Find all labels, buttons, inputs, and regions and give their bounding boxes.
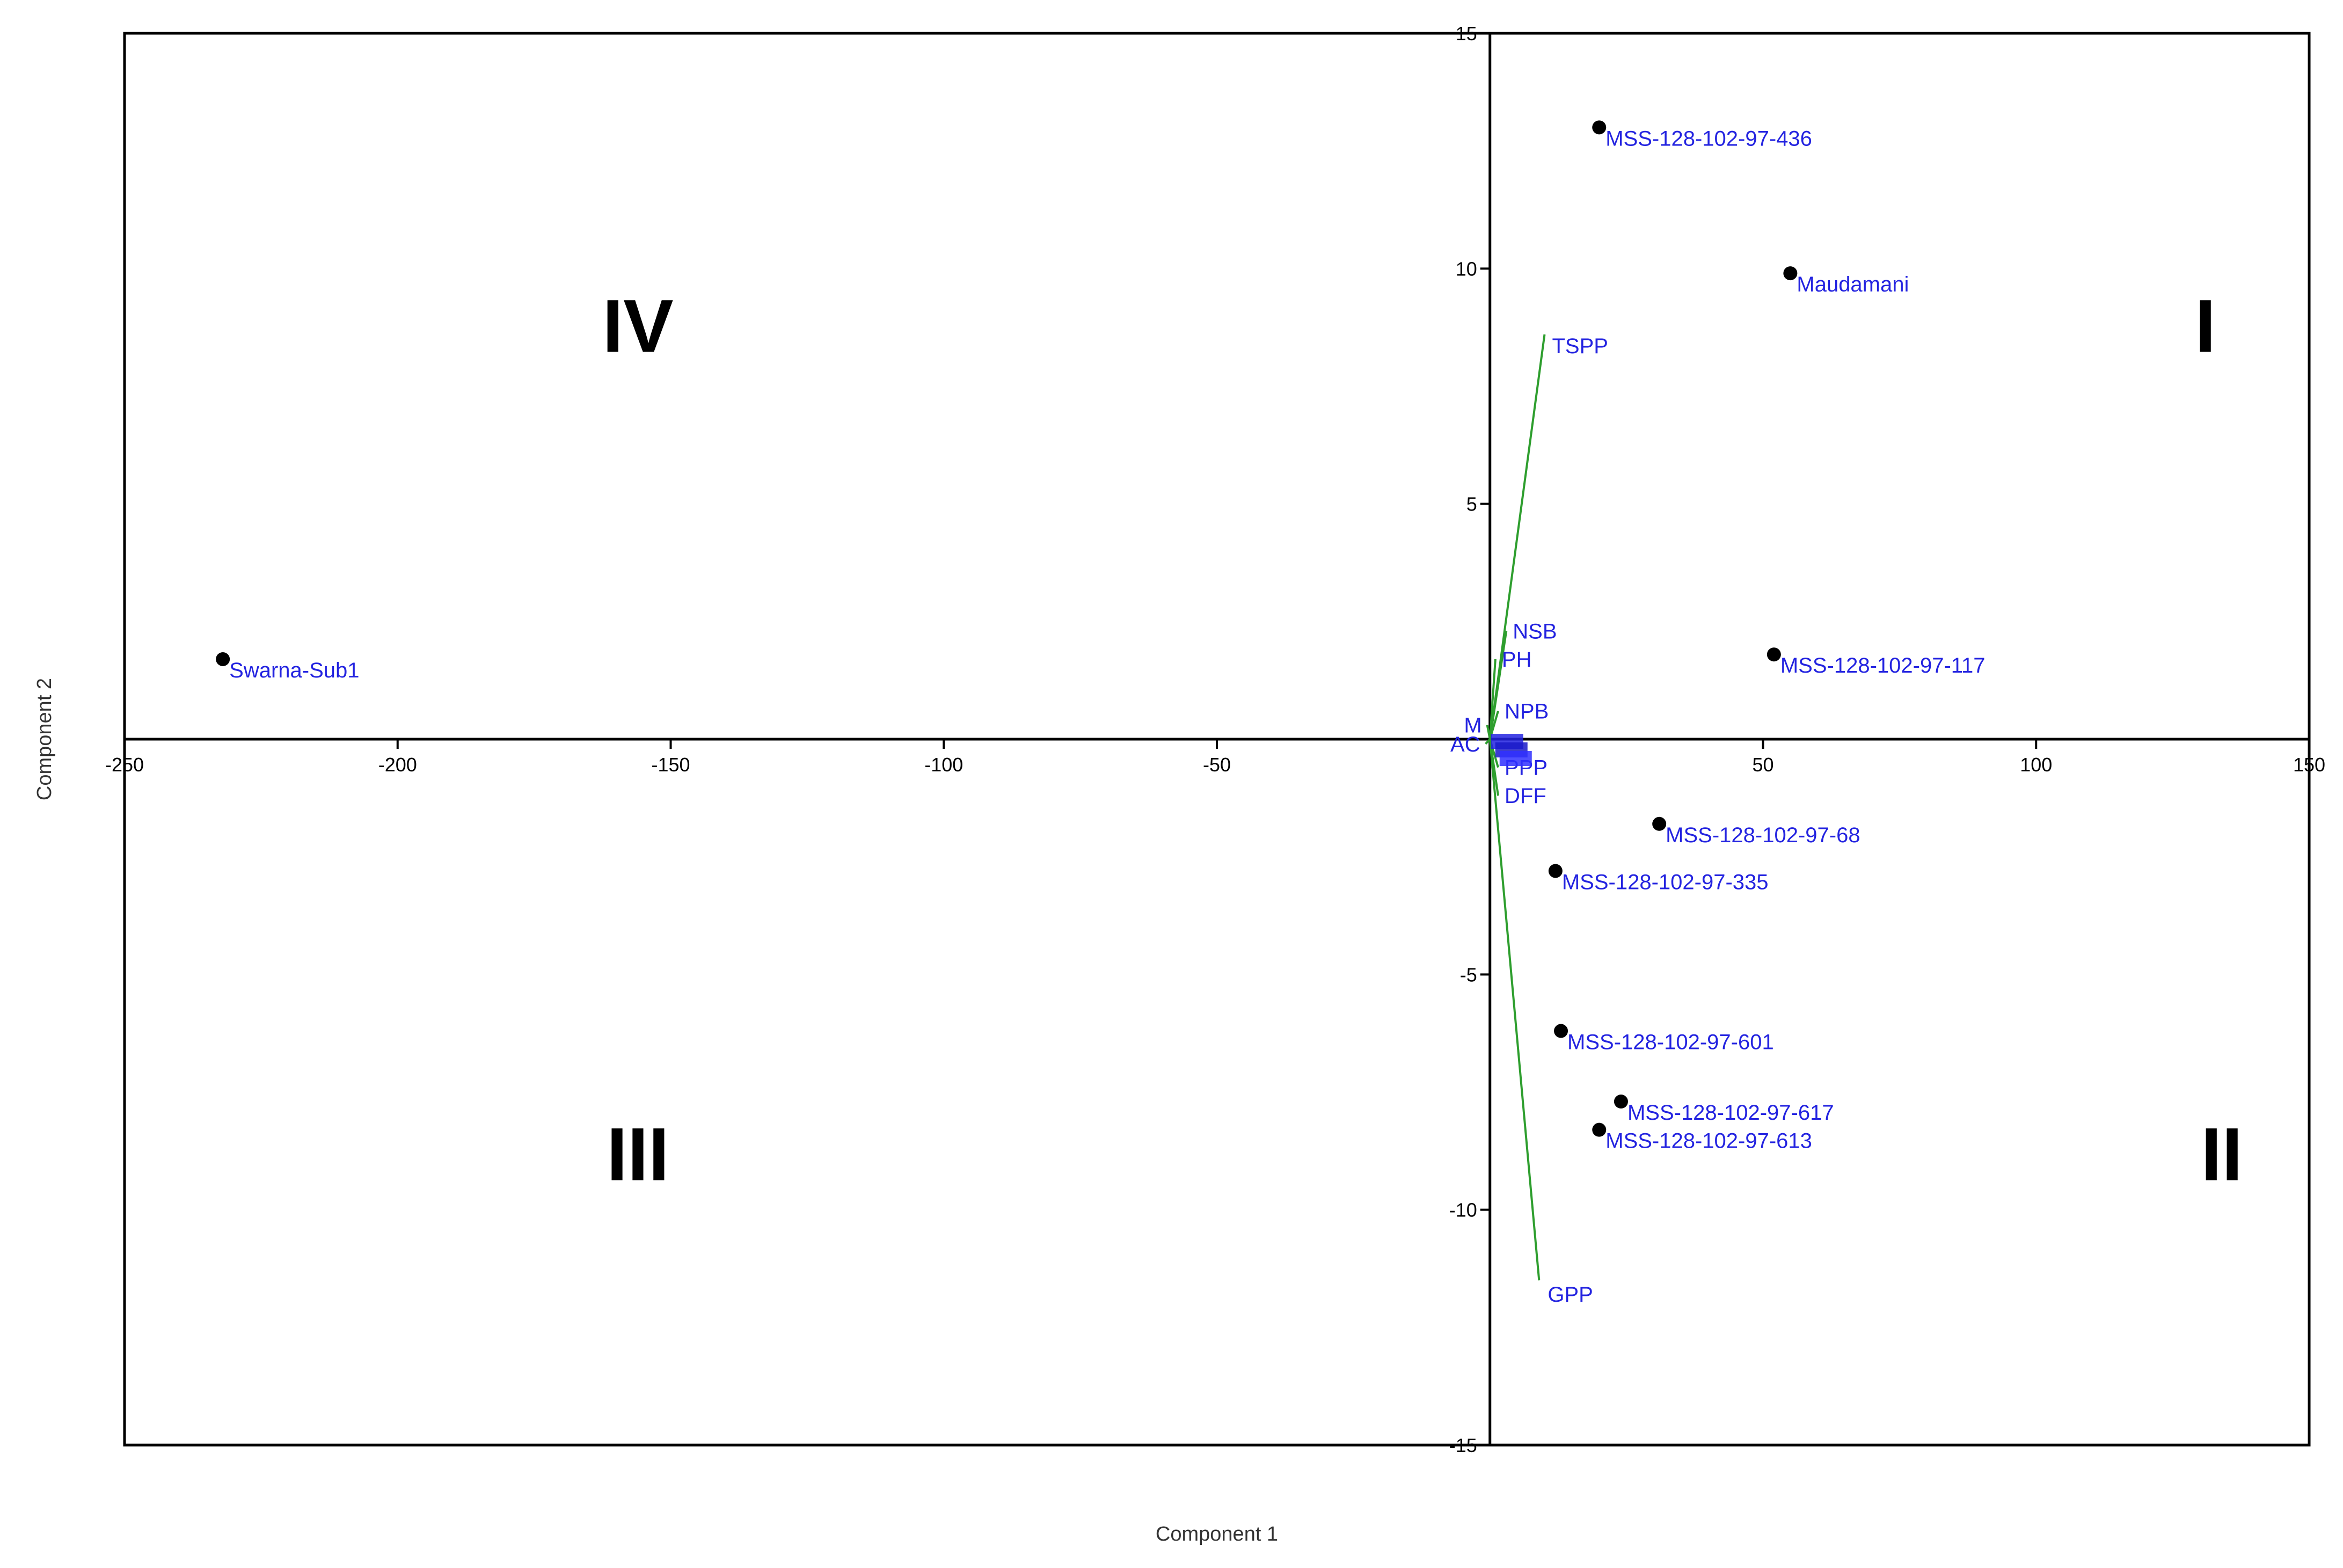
loading-vector [1488, 334, 1546, 740]
data-point [1554, 1024, 1568, 1038]
x-axis-title: Component 1 [1156, 1523, 1278, 1545]
y-tick-label: -10 [1449, 1199, 1477, 1221]
x-tick-label: -50 [1203, 754, 1231, 776]
vector-label: TSPP [1552, 334, 1608, 358]
data-point [1652, 816, 1667, 831]
point-label: MSS-128-102-97-436 [1605, 127, 1812, 150]
data-point [216, 652, 230, 666]
vector-label: AC [1450, 733, 1480, 756]
quadrant-label: IV [602, 284, 673, 368]
x-tick-label: 150 [2293, 754, 2325, 776]
loading-vector [1488, 659, 1497, 740]
point-label: MSS-128-102-97-335 [1562, 870, 1769, 894]
quadrant-label: III [607, 1112, 669, 1196]
vector-label: DFF [1505, 784, 1546, 808]
y-axis-title: Component 2 [33, 678, 56, 800]
data-point [1614, 1095, 1628, 1109]
data-points: MSS-128-102-97-436 Maudamani Swarna-Sub1 MS… [216, 120, 1986, 1153]
point-label: MSS-128-102-97-617 [1627, 1101, 1834, 1125]
y-tick-label: -5 [1460, 964, 1477, 986]
vector-label: M [1464, 714, 1481, 738]
y-tick-label: 15 [1456, 23, 1477, 45]
vector-label: NSB [1513, 619, 1557, 643]
x-tick-label: -250 [105, 754, 144, 776]
point-label: Maudamani [1797, 273, 1909, 296]
y-tick-label: 10 [1456, 258, 1477, 280]
loading-vector [1486, 725, 1491, 740]
point-label: MSS-128-102-97-117 [1780, 654, 1986, 677]
point-label: MSS-128-102-97-68 [1666, 823, 1860, 847]
overlapping-variable-labels [1491, 734, 1532, 766]
x-tick-label: -100 [924, 754, 963, 776]
vector-label: NPB [1505, 699, 1549, 723]
x-tick-label: 100 [2020, 754, 2052, 776]
x-tick-label: -200 [378, 754, 417, 776]
data-point [1548, 864, 1563, 878]
point-label: MSS-128-102-97-613 [1605, 1129, 1812, 1153]
data-point [1592, 120, 1607, 135]
point-label: Swarna-Sub1 [229, 659, 359, 682]
y-tick-label: -15 [1449, 1434, 1477, 1456]
quadrant-label: II [2201, 1112, 2243, 1196]
x-tick-label: -150 [651, 754, 690, 776]
y-tick-label: 5 [1466, 493, 1477, 515]
data-point [1592, 1122, 1607, 1137]
loading-vector [1488, 631, 1508, 740]
data-point [1767, 647, 1781, 662]
overlap-label-mark [1499, 751, 1532, 766]
vector-label: GPP [1548, 1283, 1593, 1307]
quadrant-label: I [2195, 284, 2216, 368]
vector-label: PH [1502, 648, 1532, 672]
data-point [1783, 266, 1798, 281]
x-tick-label: 50 [1752, 754, 1773, 776]
point-label: MSS-128-102-97-601 [1567, 1031, 1774, 1054]
loading-vector [1488, 739, 1541, 1281]
axes: -250 -200 -150 -100 -50 50 100 150 15 10 5 -5 -10 -15 [105, 23, 2325, 1456]
